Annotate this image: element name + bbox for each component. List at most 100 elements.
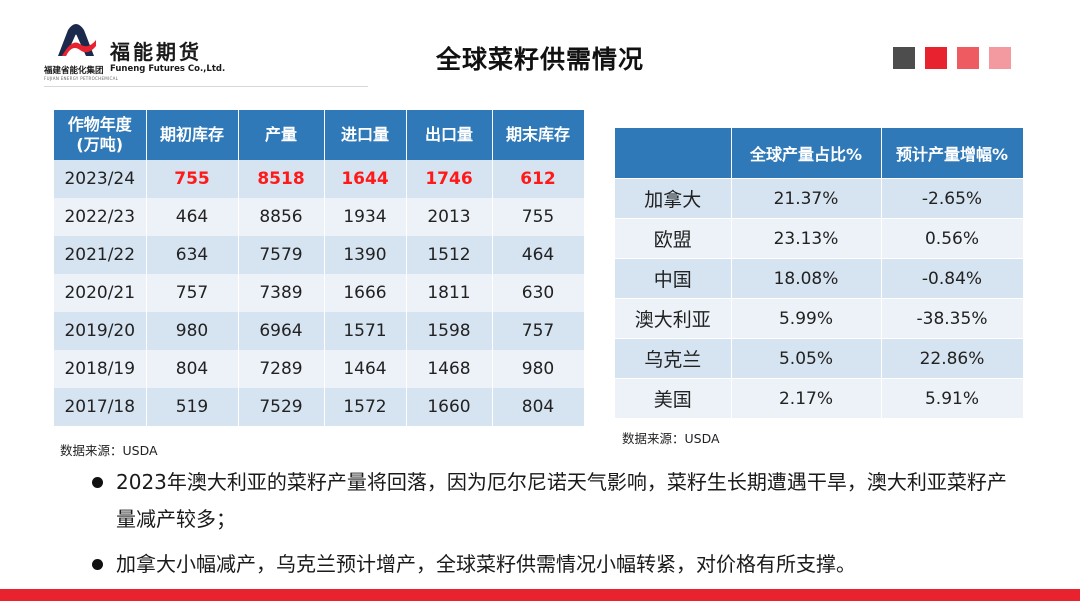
header-opening-stock: 期初库存: [146, 110, 239, 160]
cell-year: 2020/21: [54, 274, 147, 312]
cell-value: 1464: [324, 350, 407, 388]
cell-value: 1390: [324, 236, 407, 274]
company-name-en: Funeng Futures Co.,Ltd.: [110, 64, 226, 74]
square-3: [957, 47, 979, 69]
cell-value: 7529: [238, 388, 325, 426]
table-header-row: 全球产量占比% 预计产量增幅%: [615, 128, 1024, 179]
cell-year: 2017/18: [54, 388, 147, 426]
cell-value: 634: [146, 236, 239, 274]
table-row: 中国 18.08% -0.84%: [615, 258, 1024, 299]
cell-value: 755: [492, 198, 585, 236]
header-imports: 进口量: [324, 110, 407, 160]
header-ending-stock: 期末库存: [492, 110, 585, 160]
bullet-list: 2023年澳大利亚的菜籽产量将回落，因为厄尔尼诺天气影响，菜籽生长期遭遇干旱，澳…: [92, 464, 1012, 583]
bullet-item: 加拿大小幅减产，乌克兰预计增产，全球菜籽供需情况小幅转紧，对价格有所支撑。: [92, 546, 1012, 583]
cell-value: 980: [492, 350, 585, 388]
company-name-cn: 福能期货: [110, 40, 202, 64]
header-production-growth: 预计产量增幅%: [881, 128, 1024, 179]
cell-value: 1571: [324, 312, 407, 350]
table-row: 2018/19 804 7289 1464 1468 980: [54, 350, 585, 388]
cell-year: 2018/19: [54, 350, 147, 388]
table-row: 2017/18 519 7529 1572 1660 804: [54, 388, 585, 426]
cell-value: 464: [146, 198, 239, 236]
bullet-text: 加拿大小幅减产，乌克兰预计增产，全球菜籽供需情况小幅转紧，对价格有所支撑。: [116, 552, 856, 576]
cell-value: 2013: [406, 198, 493, 236]
cell-value: 0.56%: [881, 218, 1024, 259]
square-4: [989, 47, 1011, 69]
table-row: 加拿大 21.37% -2.65%: [615, 178, 1024, 219]
cell-value: 5.99%: [731, 298, 882, 339]
cell-value: 1746: [406, 160, 493, 198]
cell-year: 2023/24: [54, 160, 147, 198]
cell-value: -0.84%: [881, 258, 1024, 299]
cell-region: 中国: [615, 258, 732, 299]
table-row: 2020/21 757 7389 1666 1811 630: [54, 274, 585, 312]
cell-value: 1598: [406, 312, 493, 350]
cell-value: 23.13%: [731, 218, 882, 259]
cell-value: 1468: [406, 350, 493, 388]
cell-value: 464: [492, 236, 585, 274]
cell-value: 5.05%: [731, 338, 882, 379]
table-row: 2022/23 464 8856 1934 2013 755: [54, 198, 585, 236]
cell-value: 1660: [406, 388, 493, 426]
cell-value: 1811: [406, 274, 493, 312]
header-production-share: 全球产量占比%: [731, 128, 882, 179]
cell-value: -2.65%: [881, 178, 1024, 219]
cell-value: 1572: [324, 388, 407, 426]
table-row: 欧盟 23.13% 0.56%: [615, 218, 1024, 259]
cell-region: 加拿大: [615, 178, 732, 219]
cell-region: 乌克兰: [615, 338, 732, 379]
cell-value: 1644: [324, 160, 407, 198]
cell-value: 804: [146, 350, 239, 388]
supply-demand-table: 作物年度 (万吨) 期初库存 产量 进口量 出口量 期末库存 2023/24 7…: [54, 110, 585, 426]
table-header-row: 作物年度 (万吨) 期初库存 产量 进口量 出口量 期末库存: [54, 110, 585, 160]
header-production: 产量: [238, 110, 325, 160]
cell-value: 18.08%: [731, 258, 882, 299]
cell-value: 757: [146, 274, 239, 312]
cell-value: 519: [146, 388, 239, 426]
cell-value: 7579: [238, 236, 325, 274]
cell-year: 2022/23: [54, 198, 147, 236]
table-row: 澳大利亚 5.99% -38.35%: [615, 298, 1024, 339]
cell-region: 欧盟: [615, 218, 732, 259]
cell-year: 2019/20: [54, 312, 147, 350]
cell-value: 2.17%: [731, 378, 882, 418]
cell-region: 澳大利亚: [615, 298, 732, 339]
data-source-right: 数据来源：USDA: [622, 431, 720, 446]
cell-value: 5.91%: [881, 378, 1024, 418]
cell-value: 757: [492, 312, 585, 350]
table-row: 2023/24 755 8518 1644 1746 612: [54, 160, 585, 198]
footer-bar: [0, 589, 1080, 601]
square-1: [893, 47, 915, 69]
header-region: [615, 128, 732, 179]
production-share-table: 全球产量占比% 预计产量增幅% 加拿大 21.37% -2.65% 欧盟 23.…: [615, 128, 1024, 418]
cell-year: 2021/22: [54, 236, 147, 274]
cell-value: 1666: [324, 274, 407, 312]
cell-value: 6964: [238, 312, 325, 350]
bullet-item: 2023年澳大利亚的菜籽产量将回落，因为厄尔尼诺天气影响，菜籽生长期遭遇干旱，澳…: [92, 464, 1012, 538]
cell-region: 美国: [615, 378, 732, 418]
cell-value: 980: [146, 312, 239, 350]
cell-value: 630: [492, 274, 585, 312]
bullet-text: 2023年澳大利亚的菜籽产量将回落，因为厄尔尼诺天气影响，菜籽生长期遭遇干旱，澳…: [116, 470, 1007, 531]
cell-value: 804: [492, 388, 585, 426]
cell-value: 1934: [324, 198, 407, 236]
cell-value: 22.86%: [881, 338, 1024, 379]
cell-value: 7389: [238, 274, 325, 312]
group-name-en: FUJIAN ENERGY PETROCHEMICAL: [44, 76, 119, 81]
table-row: 乌克兰 5.05% 22.86%: [615, 338, 1024, 379]
cell-value: 612: [492, 160, 585, 198]
group-name-cn: 福建省能化集团: [44, 66, 104, 76]
table-row: 2021/22 634 7579 1390 1512 464: [54, 236, 585, 274]
page-title: 全球菜籽供需情况: [435, 45, 644, 74]
cell-value: 1512: [406, 236, 493, 274]
bullet-dot-icon: [92, 477, 103, 488]
table-row: 美国 2.17% 5.91%: [615, 378, 1024, 418]
cell-value: 755: [146, 160, 239, 198]
cell-value: 7289: [238, 350, 325, 388]
table-row: 2019/20 980 6964 1571 1598 757: [54, 312, 585, 350]
funeng-logo-icon: [58, 24, 96, 56]
cell-value: 8518: [238, 160, 325, 198]
header-divider: [44, 86, 368, 87]
cell-value: 21.37%: [731, 178, 882, 219]
